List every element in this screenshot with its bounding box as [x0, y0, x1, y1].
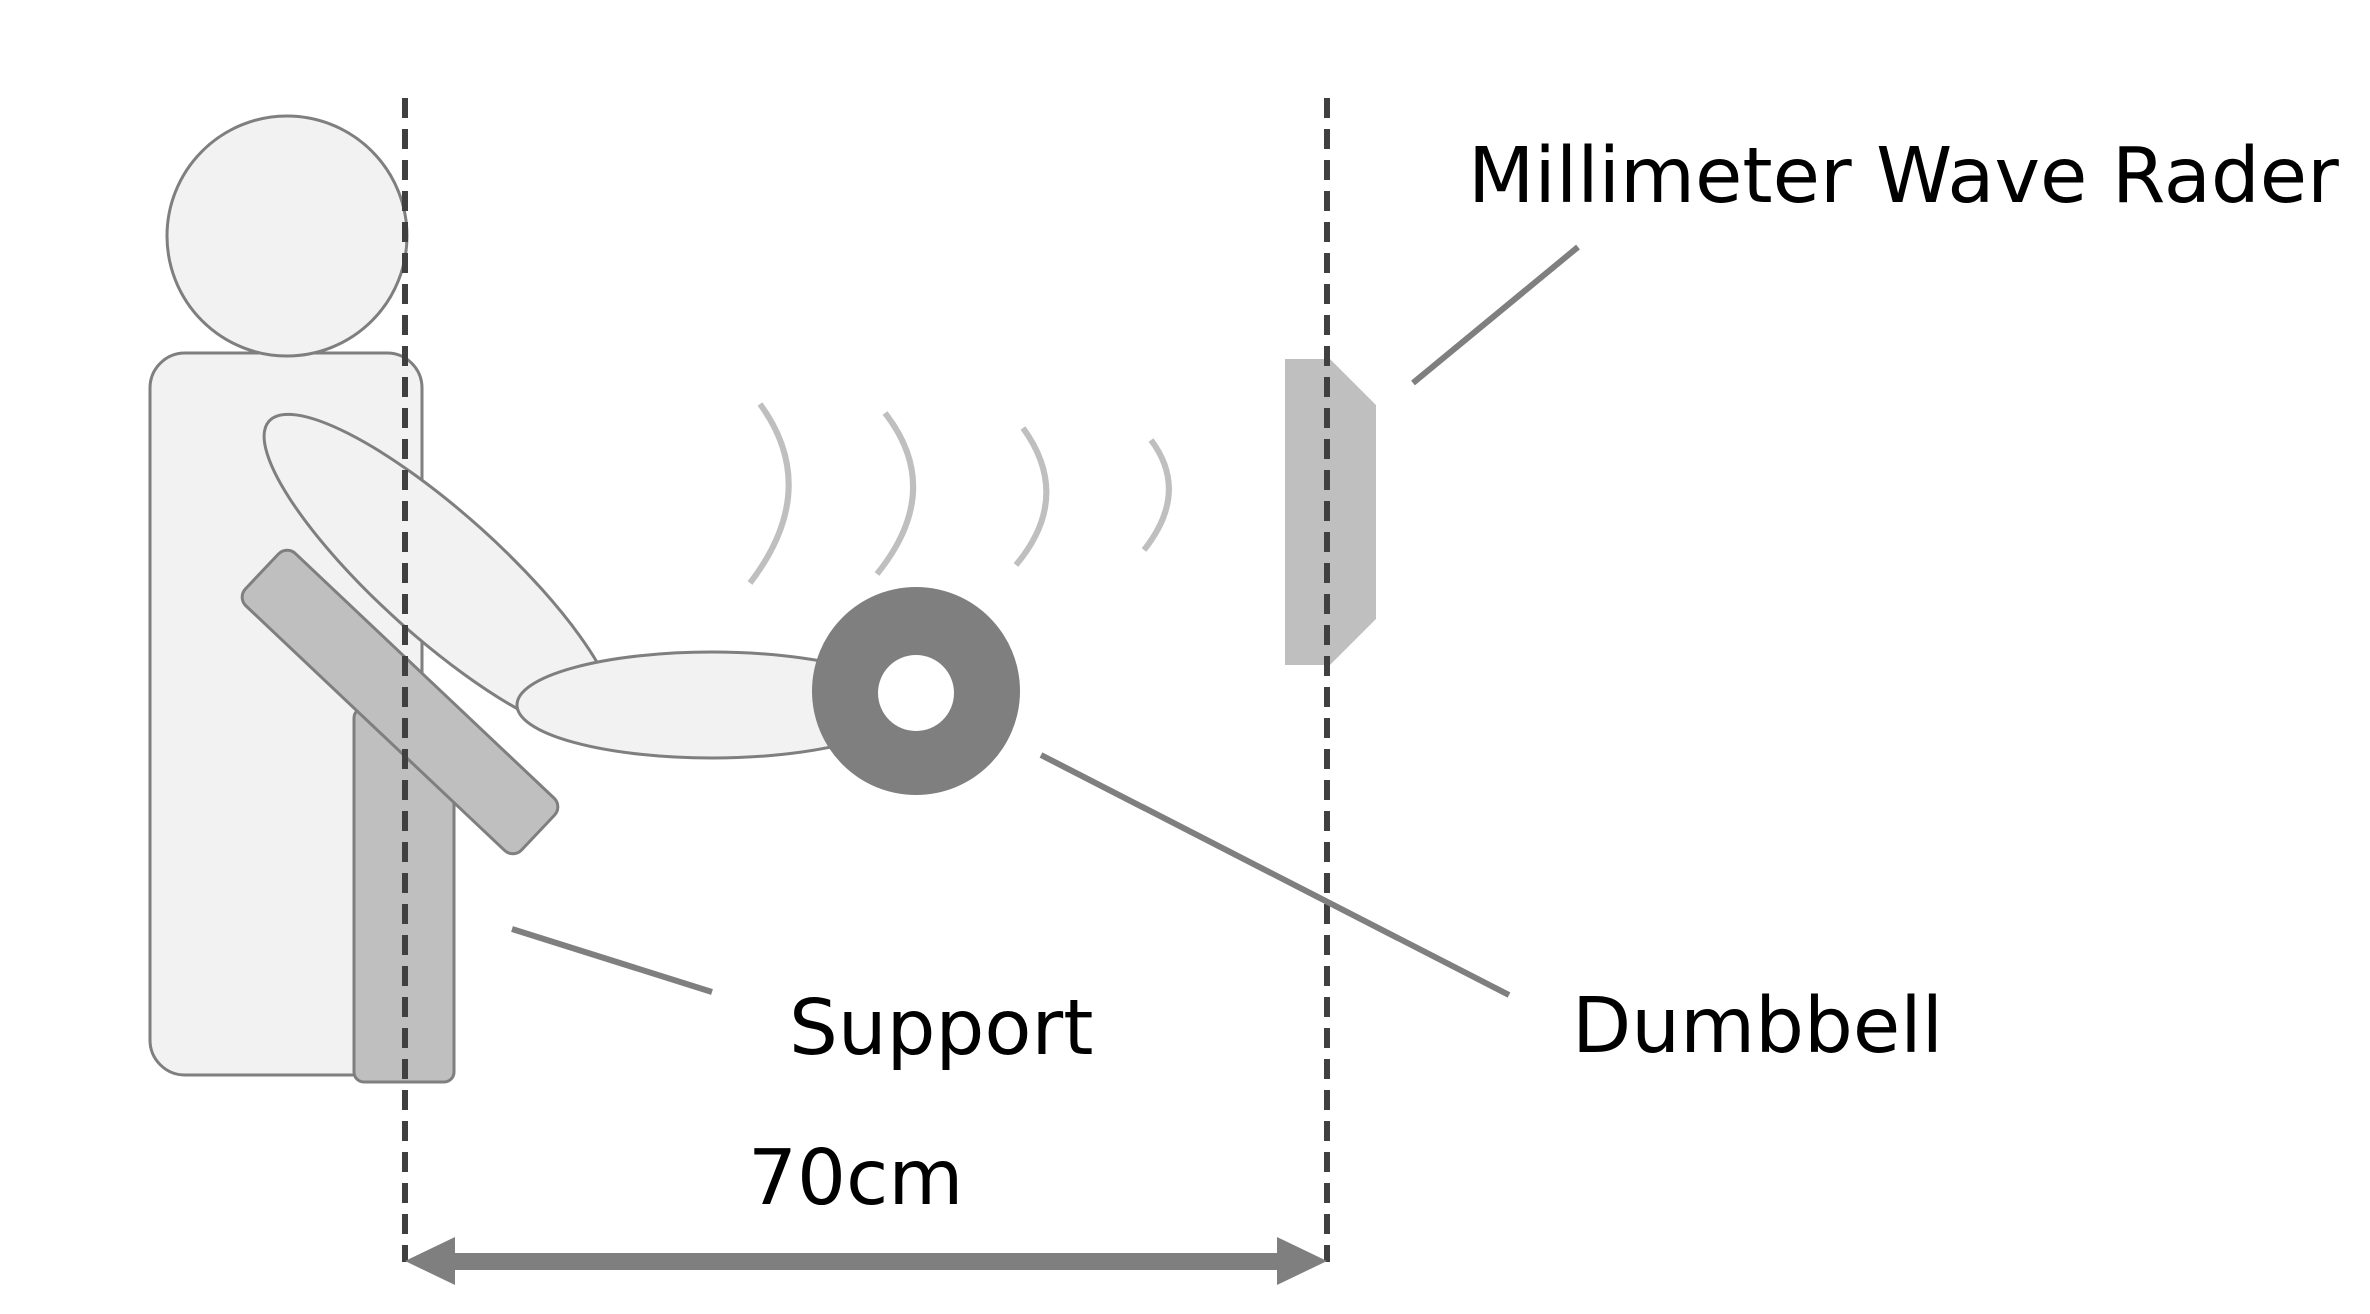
person-figure: [148, 114, 909, 1084]
wave-arc-3: [1013, 426, 1050, 567]
radar-leader-line: [1411, 244, 1580, 386]
wave-arc-2: [874, 411, 916, 576]
wave-arc-1: [747, 402, 792, 585]
distance-arrow-shaft: [445, 1253, 1288, 1270]
distance-label: 70cm: [748, 1134, 964, 1223]
person-head: [165, 114, 409, 358]
dumbbell-label: Dumbbell: [1572, 982, 1944, 1071]
support-label: Support: [789, 984, 1094, 1073]
distance-arrow-head-right: [1277, 1237, 1327, 1285]
radar-waves: [747, 402, 1172, 585]
wave-arc-4: [1141, 438, 1172, 552]
dumbbell-plate: [812, 587, 1020, 795]
dumbbell-hole: [878, 655, 954, 731]
support-leader-line: [511, 926, 713, 995]
distance-arrow-head-left: [405, 1237, 455, 1285]
support-board: [240, 548, 560, 856]
dumbbell-leader-line: [1039, 752, 1511, 998]
radar-label: Millimeter Wave Rader: [1468, 132, 2339, 221]
radar-device: [1285, 359, 1376, 665]
distance-arrow: [405, 1237, 1327, 1285]
